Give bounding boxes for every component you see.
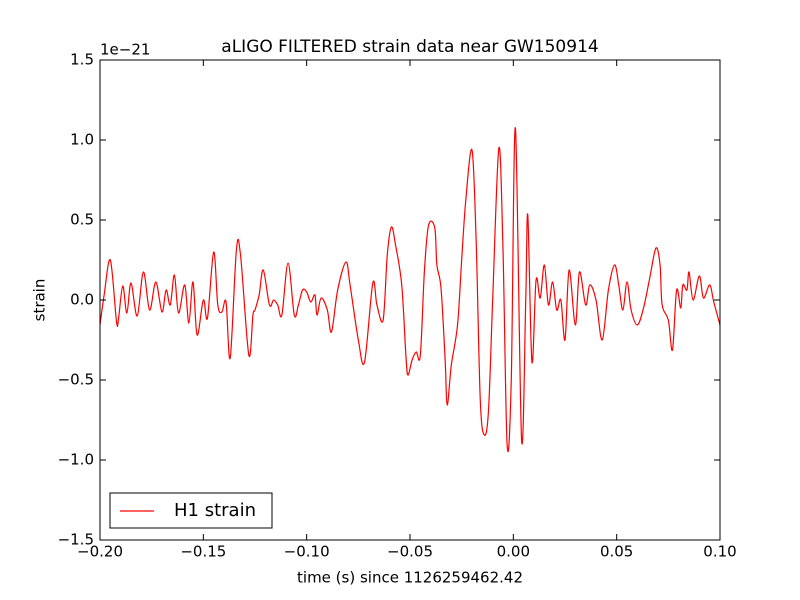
y-tick-label: 1.5 [70, 51, 94, 69]
y-tick-label: 0.0 [70, 291, 94, 309]
x-tick-label: 0.05 [600, 543, 633, 561]
y-tick-label: 0.5 [70, 211, 94, 229]
y-offset-label: 1e−21 [100, 41, 150, 59]
x-tick-label: −0.15 [180, 543, 226, 561]
x-tick-label: −0.20 [77, 543, 123, 561]
x-axis-label: time (s) since 1126259462.42 [297, 569, 523, 587]
x-tick-label: −0.10 [284, 543, 330, 561]
legend-label: H1 strain [174, 500, 256, 521]
x-tick-label: 0.10 [703, 543, 736, 561]
chart-title: aLIGO FILTERED strain data near GW150914 [221, 37, 598, 57]
x-tick-label: 0.00 [497, 543, 530, 561]
y-tick-label: −0.5 [58, 371, 94, 389]
x-tick-label: −0.05 [387, 543, 433, 561]
y-tick-label: −1.5 [58, 531, 94, 549]
y-tick-label: 1.0 [70, 131, 94, 149]
y-axis-label: strain [31, 279, 49, 322]
y-tick-label: −1.0 [58, 451, 94, 469]
data-line [100, 127, 720, 453]
